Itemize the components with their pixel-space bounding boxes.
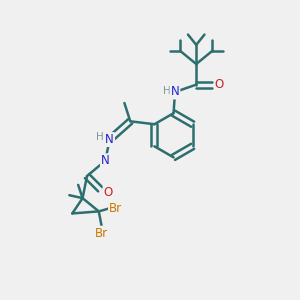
Text: N: N bbox=[101, 154, 110, 167]
Text: H: H bbox=[96, 132, 104, 142]
Text: H: H bbox=[163, 85, 171, 95]
Text: Br: Br bbox=[109, 202, 122, 215]
Text: O: O bbox=[215, 78, 224, 91]
Text: Br: Br bbox=[95, 227, 108, 240]
Text: O: O bbox=[103, 186, 113, 199]
Text: N: N bbox=[171, 85, 179, 98]
Text: N: N bbox=[105, 133, 114, 146]
